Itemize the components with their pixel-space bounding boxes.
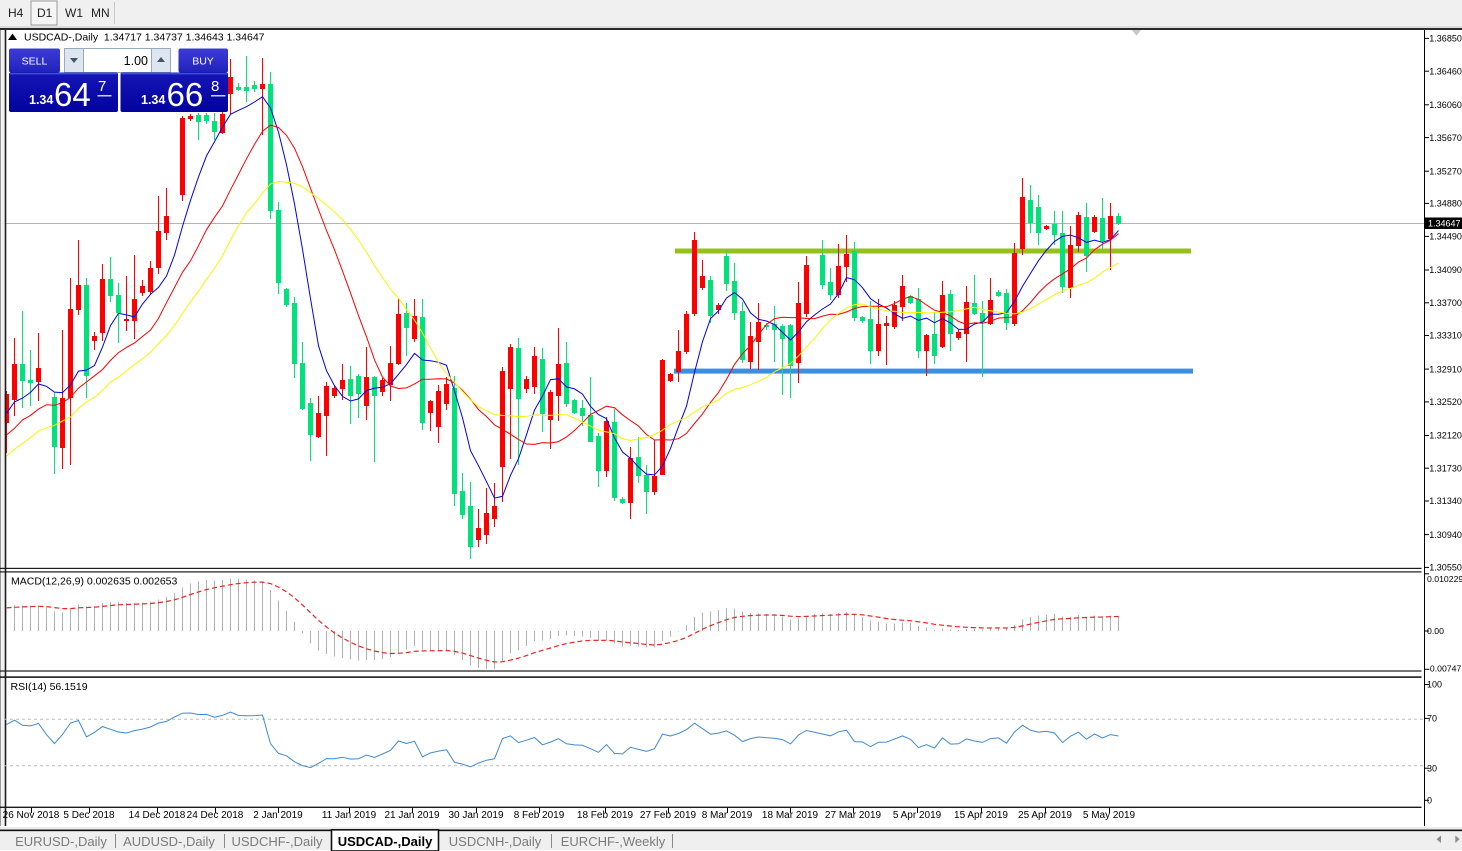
- svg-text:1.33700: 1.33700: [1429, 298, 1462, 308]
- svg-text:1.34647: 1.34647: [1428, 219, 1461, 229]
- svg-text:USDCHF-,Daily: USDCHF-,Daily: [232, 834, 324, 849]
- svg-text:H4: H4: [8, 6, 24, 20]
- svg-text:18 Feb 2019: 18 Feb 2019: [577, 810, 634, 821]
- svg-text:EURCHF-,Weekly: EURCHF-,Weekly: [561, 834, 666, 849]
- svg-text:27 Feb 2019: 27 Feb 2019: [640, 810, 697, 821]
- svg-text:1.32910: 1.32910: [1429, 364, 1462, 374]
- svg-text:14 Dec 2018: 14 Dec 2018: [129, 810, 186, 821]
- svg-text:8 Mar 2019: 8 Mar 2019: [702, 810, 753, 821]
- svg-text:11 Jan 2019: 11 Jan 2019: [322, 810, 377, 821]
- svg-text:26 Nov 2018: 26 Nov 2018: [3, 810, 60, 821]
- svg-text:8: 8: [211, 78, 219, 95]
- svg-text:BUY: BUY: [192, 56, 214, 68]
- svg-text:USDCAD-,Daily 1.34717 1.34737: USDCAD-,Daily 1.34717 1.34737 1.34643 1.…: [24, 32, 265, 44]
- svg-text:RSI(14) 56.1519: RSI(14) 56.1519: [11, 681, 88, 693]
- svg-text:1.34090: 1.34090: [1429, 265, 1462, 275]
- svg-text:1.36060: 1.36060: [1429, 100, 1462, 110]
- svg-text:0.010229: 0.010229: [1427, 574, 1462, 584]
- svg-text:1.36460: 1.36460: [1429, 66, 1462, 76]
- svg-text:1.32520: 1.32520: [1429, 397, 1462, 407]
- svg-text:5 Apr 2019: 5 Apr 2019: [893, 810, 942, 821]
- svg-text:-0.00747: -0.00747: [1427, 664, 1461, 674]
- svg-text:1.35670: 1.35670: [1429, 133, 1462, 143]
- svg-text:27 Mar 2019: 27 Mar 2019: [825, 810, 882, 821]
- svg-text:24 Dec 2018: 24 Dec 2018: [187, 810, 244, 821]
- svg-text:1.31340: 1.31340: [1429, 496, 1462, 506]
- svg-text:1.00: 1.00: [124, 54, 148, 68]
- svg-text:1.35270: 1.35270: [1429, 166, 1462, 176]
- svg-text:1.30550: 1.30550: [1429, 563, 1462, 573]
- svg-text:70: 70: [1427, 714, 1437, 724]
- svg-text:SELL: SELL: [22, 56, 48, 68]
- svg-text:100: 100: [1427, 680, 1442, 690]
- svg-text:15 Apr 2019: 15 Apr 2019: [954, 810, 1008, 821]
- svg-text:USDCAD-,Daily: USDCAD-,Daily: [338, 834, 433, 849]
- svg-text:5 Dec 2018: 5 Dec 2018: [63, 810, 115, 821]
- svg-text:AUDUSD-,Daily: AUDUSD-,Daily: [123, 834, 215, 849]
- svg-text:5 May 2019: 5 May 2019: [1083, 810, 1136, 821]
- svg-text:1.34: 1.34: [141, 93, 165, 107]
- svg-text:8 Feb 2019: 8 Feb 2019: [514, 810, 565, 821]
- svg-text:USDCNH-,Daily: USDCNH-,Daily: [449, 834, 542, 849]
- svg-text:1.36850: 1.36850: [1429, 34, 1462, 44]
- svg-text:1.34880: 1.34880: [1429, 199, 1462, 209]
- svg-text:MN: MN: [91, 6, 110, 20]
- svg-text:1.32120: 1.32120: [1429, 431, 1462, 441]
- svg-text:64: 64: [54, 76, 91, 113]
- svg-text:0: 0: [1427, 796, 1432, 806]
- svg-text:21 Jan 2019: 21 Jan 2019: [384, 810, 439, 821]
- svg-text:18 Mar 2019: 18 Mar 2019: [762, 810, 819, 821]
- svg-text:1.34490: 1.34490: [1429, 232, 1462, 242]
- svg-text:1.33310: 1.33310: [1429, 331, 1462, 341]
- svg-text:W1: W1: [65, 6, 83, 20]
- svg-text:MACD(12,26,9) 0.002635 0.00265: MACD(12,26,9) 0.002635 0.002653: [11, 575, 178, 587]
- svg-text:1.30940: 1.30940: [1429, 530, 1462, 540]
- svg-text:66: 66: [167, 76, 204, 113]
- svg-text:30: 30: [1427, 763, 1437, 773]
- svg-text:30 Jan 2019: 30 Jan 2019: [448, 810, 503, 821]
- svg-text:2 Jan 2019: 2 Jan 2019: [253, 810, 303, 821]
- svg-text:D1: D1: [37, 6, 53, 20]
- svg-text:0.00: 0.00: [1427, 626, 1444, 636]
- svg-text:1.31730: 1.31730: [1429, 463, 1462, 473]
- svg-text:1.34: 1.34: [29, 93, 53, 107]
- svg-text:EURUSD-,Daily: EURUSD-,Daily: [15, 834, 107, 849]
- svg-text:25 Apr 2019: 25 Apr 2019: [1018, 810, 1072, 821]
- svg-text:7: 7: [98, 78, 106, 95]
